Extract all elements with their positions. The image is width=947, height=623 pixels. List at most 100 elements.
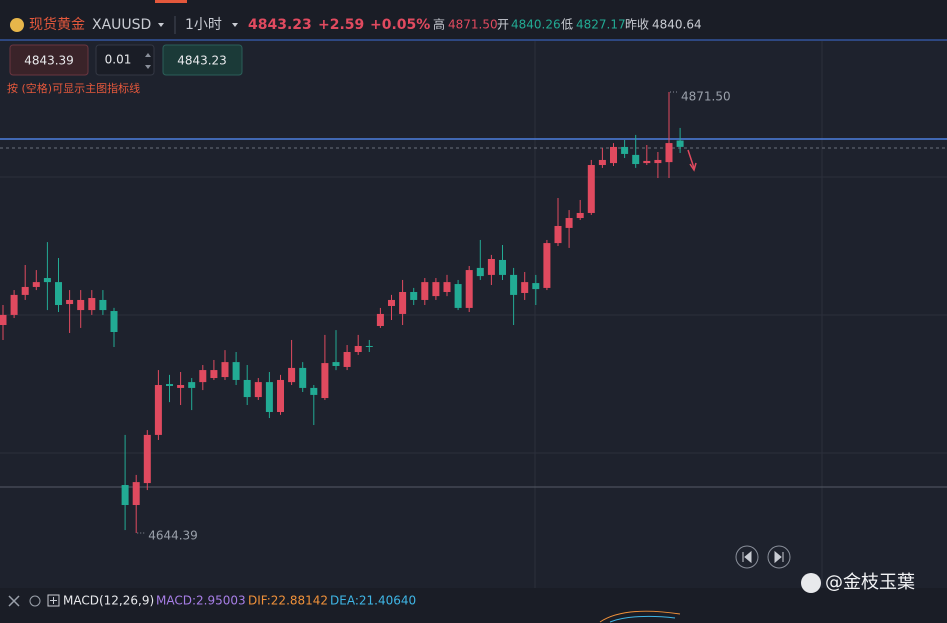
candle-body — [154, 385, 162, 435]
high-label: 高 — [433, 17, 445, 32]
change: +2.59 — [318, 17, 364, 33]
dif-value: DIF:22.88142 — [248, 594, 328, 608]
candle-body — [55, 282, 62, 306]
candle-body — [465, 270, 473, 308]
candle-body — [221, 362, 229, 378]
candle-body — [443, 282, 451, 293]
expand-icon[interactable] — [47, 594, 60, 607]
candle-body — [43, 278, 51, 283]
macd-value: MACD:2.95003 — [156, 594, 246, 608]
buy-price: 4843.23 — [177, 54, 227, 68]
candle-body — [32, 282, 40, 287]
candle-body — [343, 352, 351, 367]
candle-body — [565, 218, 573, 228]
candle-body — [554, 225, 562, 244]
candle-body — [421, 282, 429, 300]
indicator-name: MACD(12,26,9) — [63, 594, 154, 608]
settings-icon[interactable] — [29, 595, 41, 607]
caret — [158, 23, 164, 27]
symbol-code[interactable]: XAUUSD — [92, 17, 151, 33]
candle-body — [199, 370, 207, 383]
candle-body — [610, 146, 617, 164]
dif-curve — [599, 610, 681, 623]
candle-body — [321, 363, 329, 399]
next-icon — [774, 550, 784, 564]
candle-body — [232, 362, 240, 380]
candle-body — [10, 294, 18, 315]
prev-button[interactable] — [735, 545, 759, 569]
watermark-logo — [801, 573, 821, 593]
annotation-label: 4644.39 — [148, 529, 198, 543]
candle-body — [121, 485, 129, 506]
candle-body — [576, 212, 584, 219]
dea-value: DEA:21.40640 — [330, 594, 416, 608]
candle-body — [110, 311, 118, 333]
candle-body — [665, 143, 673, 163]
next-button[interactable] — [767, 545, 791, 569]
tab-marker — [155, 0, 187, 3]
candle-body — [310, 387, 318, 395]
grid — [0, 41, 947, 588]
arrow-head — [689, 162, 697, 172]
expand-plus — [50, 597, 57, 604]
candle-body — [487, 258, 495, 275]
indicator-bar — [0, 588, 947, 623]
candle-body — [521, 282, 529, 293]
candle-body — [621, 146, 629, 154]
candle-body — [99, 299, 107, 311]
candle-body — [132, 482, 140, 506]
change-pct: +0.05% — [370, 17, 430, 33]
candle-body — [410, 292, 418, 300]
candle-body — [376, 313, 384, 326]
candle-body — [388, 299, 395, 306]
candle-body — [365, 345, 373, 347]
candle-body — [598, 159, 606, 166]
watermark: @金枝玉葉 — [825, 572, 915, 593]
candle-body — [476, 267, 484, 277]
candle-body — [299, 367, 307, 388]
candle-body — [143, 434, 151, 484]
candle-body — [188, 382, 196, 388]
candle-body — [532, 283, 540, 290]
candle-body — [654, 159, 662, 164]
high-value: 4871.50 — [448, 18, 498, 32]
candle-body — [632, 154, 640, 165]
sell-price: 4843.39 — [24, 54, 74, 68]
buy-button[interactable] — [162, 44, 243, 76]
interval[interactable]: 1小时 — [185, 17, 222, 33]
candle-body — [77, 299, 85, 311]
candle-body — [177, 385, 185, 388]
low-value: 4827.17 — [576, 18, 626, 32]
arrow — [687, 149, 695, 169]
candle-body — [399, 292, 407, 314]
symbol-name[interactable]: 现货黄金 — [29, 16, 85, 33]
candle-body — [587, 165, 595, 213]
candle-body — [277, 379, 284, 413]
candle-body — [354, 345, 362, 353]
candles: 4871.50 4644.39 — [0, 90, 731, 543]
low-label: 低 — [561, 18, 573, 32]
header-bar — [0, 0, 947, 40]
close-icon[interactable] — [8, 595, 20, 607]
candle-body — [432, 282, 440, 297]
candle-body — [643, 160, 651, 164]
candle-body — [0, 314, 7, 326]
dea-curve — [609, 615, 676, 623]
last-price: 4843.23 — [248, 17, 312, 33]
open-value: 4840.26 — [511, 18, 561, 32]
candle-body — [166, 384, 173, 386]
candle-body — [332, 362, 340, 366]
candle-body — [243, 379, 251, 398]
candle-body — [21, 286, 29, 295]
lot-stepper[interactable] — [145, 53, 151, 69]
candle-body — [265, 382, 273, 413]
annotation-label: 4871.50 — [681, 90, 731, 104]
lot-input[interactable] — [95, 44, 155, 76]
sell-button[interactable] — [9, 44, 89, 76]
open-label: 开 — [497, 18, 509, 32]
prev-value: 4840.64 — [652, 18, 702, 32]
hint: 按 (空格)可显示主图指标线 — [7, 81, 140, 95]
prev-label: 昨收 — [625, 18, 649, 32]
candle-body — [676, 140, 684, 147]
